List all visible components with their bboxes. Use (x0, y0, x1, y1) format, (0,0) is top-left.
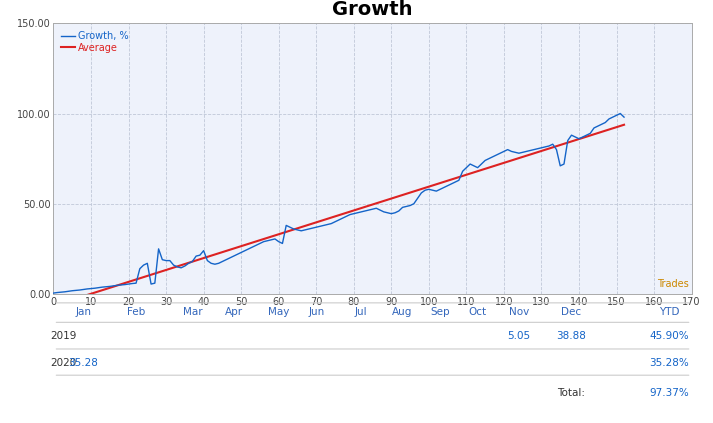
Text: Total:: Total: (558, 388, 585, 398)
Text: 35.28: 35.28 (68, 357, 98, 368)
Text: 38.88: 38.88 (557, 331, 586, 341)
Title: Growth: Growth (332, 0, 413, 19)
Text: 45.90%: 45.90% (650, 331, 689, 341)
Text: Trades: Trades (657, 279, 689, 288)
Text: YTD: YTD (659, 307, 679, 317)
Text: Sep: Sep (431, 307, 450, 317)
Legend: Growth, %, Average: Growth, %, Average (58, 28, 131, 55)
Text: 35.28%: 35.28% (650, 357, 689, 368)
Text: 2019: 2019 (50, 331, 76, 341)
Text: Nov: Nov (509, 307, 529, 317)
Text: Jun: Jun (308, 307, 324, 317)
Text: Mar: Mar (183, 307, 202, 317)
Text: May: May (268, 307, 289, 317)
Text: Oct: Oct (468, 307, 487, 317)
Text: Dec: Dec (561, 307, 582, 317)
Text: Aug: Aug (392, 307, 413, 317)
Text: Apr: Apr (225, 307, 242, 317)
Text: 5.05: 5.05 (508, 331, 530, 341)
Text: Jan: Jan (76, 307, 91, 317)
Text: Jul: Jul (355, 307, 368, 317)
Text: 97.37%: 97.37% (650, 388, 689, 398)
Text: 2020: 2020 (50, 357, 76, 368)
Text: Feb: Feb (127, 307, 145, 317)
